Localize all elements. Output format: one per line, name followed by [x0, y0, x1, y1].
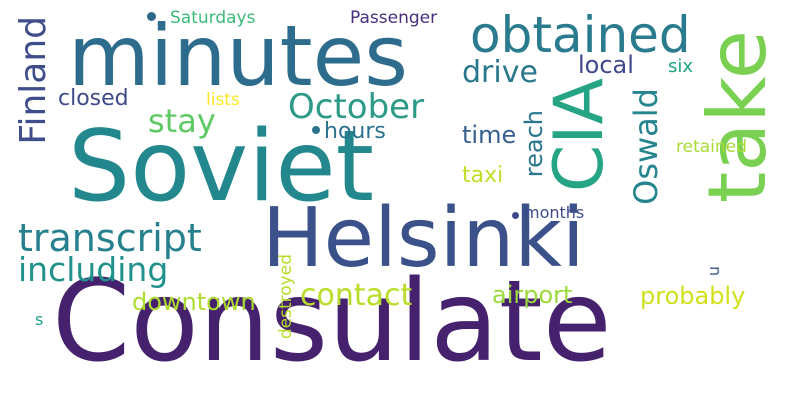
word-helsinki: Helsinki	[262, 191, 585, 286]
word-time: time	[462, 121, 517, 149]
word-destroyed: destroyed	[276, 254, 296, 340]
word-hours: hours	[324, 119, 386, 144]
word-consulate: Consulate	[52, 257, 612, 387]
word-local: local	[578, 51, 634, 79]
word-soviet: Soviet	[68, 110, 375, 224]
word-take: take	[691, 30, 784, 204]
word-six: six	[668, 56, 694, 77]
dot-mark	[147, 12, 156, 21]
word-contact: contact	[300, 278, 413, 313]
word-october: October	[288, 87, 425, 127]
word-saturdays: Saturdays	[170, 8, 256, 28]
word-probably: probably	[640, 282, 746, 310]
word-minutes: minutes	[68, 7, 409, 105]
word-downtown: downtown	[132, 288, 256, 316]
word-transcript: transcript	[18, 216, 202, 260]
word-finland: Finland	[13, 16, 54, 145]
word-obtained: obtained	[470, 6, 691, 64]
word-oswald: Oswald	[627, 88, 665, 205]
word-retained: retained	[676, 137, 747, 157]
word-including: including	[18, 250, 169, 289]
word-reach: reach	[520, 110, 548, 178]
word-airport: airport	[492, 281, 573, 309]
word-passenger: Passenger	[350, 8, 438, 28]
word-drive: drive	[462, 55, 538, 90]
dot-mark	[512, 212, 519, 219]
word-closed: closed	[58, 86, 129, 111]
dot-mark	[312, 126, 320, 134]
word-cia: CIA	[540, 78, 619, 193]
word-u: u	[704, 266, 723, 277]
word-months: months	[524, 203, 585, 222]
word-s: s	[35, 310, 44, 329]
word-lists: lists	[206, 90, 240, 110]
word-stay: stay	[148, 102, 216, 140]
word-taxi: taxi	[462, 163, 504, 188]
